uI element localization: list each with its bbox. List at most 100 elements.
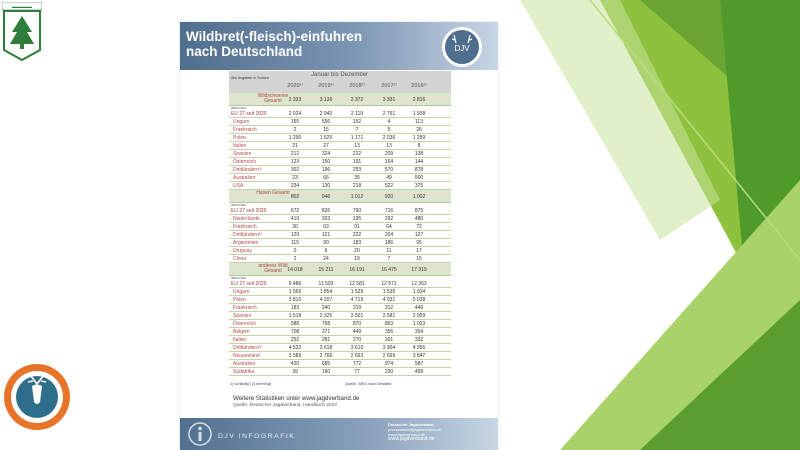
table-cell: 183 xyxy=(352,239,362,246)
table-cell: 152 xyxy=(352,118,362,125)
footer-label: DJV INFOGRAFIK xyxy=(218,433,296,440)
table-cell: 4 207 xyxy=(319,296,333,303)
table-row: Spanien 1 518 2 325 2 501 2 581 2 059 xyxy=(229,312,451,320)
table-row: EU 27 seit 2020 672 826 790 716 875 xyxy=(229,207,451,215)
table-cell: 66 xyxy=(323,174,329,181)
subheading-row: davon aus: xyxy=(229,203,451,207)
table-cell: 230 xyxy=(384,368,394,375)
table-cell: 186 xyxy=(384,239,394,246)
table-cell: 878 xyxy=(414,166,424,173)
table-cell: 144 xyxy=(414,158,424,165)
table-row: Australien 23 66 35 49 500 xyxy=(229,174,451,182)
table-cell: 11 xyxy=(386,247,392,254)
table-cell: 2 xyxy=(293,255,297,262)
table-cell: 252 xyxy=(290,336,300,343)
row-label: Südafrika xyxy=(233,368,255,375)
table-row: Polen 3 810 4 207 4 719 4 931 5 038 xyxy=(229,296,451,304)
table-cell: 449 xyxy=(352,328,362,335)
row-label: Österreich xyxy=(233,158,257,165)
table-row: Südafrika 39 160 77 230 499 xyxy=(229,368,451,376)
row-label: Spanien xyxy=(233,150,252,157)
more-stats-link[interactable]: Weitere Statistiken unter www.jagdverban… xyxy=(233,395,360,402)
table-cell: 685 xyxy=(321,360,331,367)
table-cell: 4 532 xyxy=(288,344,302,351)
table-cell: 138 xyxy=(414,150,424,157)
table-cell: 304 xyxy=(414,328,424,335)
row-label: Drittländern³⁾ xyxy=(233,231,262,238)
table-row: Österreich 588 768 870 863 1 023 xyxy=(229,320,451,328)
table-cell: 2 325 xyxy=(319,312,333,319)
table-cell: 302 xyxy=(290,166,300,173)
table-cell: 19 xyxy=(354,255,360,262)
table-cell: 1 535 xyxy=(382,288,396,295)
table-cell: 127 xyxy=(414,231,424,238)
row-label: EU 27 seit 2020 xyxy=(231,280,267,287)
hunting-society-seal-icon xyxy=(4,364,70,430)
table-cell: 2 766 xyxy=(319,352,333,359)
table-cell: 790 xyxy=(352,207,362,214)
table-cell: 212 xyxy=(290,150,300,157)
table-cell: 281 xyxy=(321,336,331,343)
table-cell: 2 xyxy=(293,126,297,133)
table-cell: 2 816 xyxy=(412,96,426,103)
table-cell: 2 372 xyxy=(350,96,364,103)
table-cell: 4 xyxy=(387,118,391,125)
table-cell: 95 xyxy=(416,239,422,246)
table-cell: 49 xyxy=(386,174,392,181)
contact-web[interactable]: www.jagdverband.de xyxy=(388,436,435,442)
table-cell: 3 610 xyxy=(350,344,364,351)
table-cell: 212 xyxy=(352,150,362,157)
table-cell: 39 xyxy=(292,368,298,375)
table-cell: 3 618 xyxy=(319,344,333,351)
table-cell: 234 xyxy=(290,182,300,189)
table-cell: 123 xyxy=(290,158,300,165)
row-label: USA xyxy=(233,182,244,189)
period-label: Januar bis Dezember xyxy=(311,72,369,78)
table-cell: 420 xyxy=(290,360,300,367)
table-cell: 90 xyxy=(323,239,329,246)
table-cell: 5 038 xyxy=(412,296,426,303)
table-cell: 2 024 xyxy=(288,110,302,117)
table-cell: 209 xyxy=(384,150,394,157)
table-cell: 2 119 xyxy=(350,110,364,117)
year-header: 2016²⁾ xyxy=(411,83,427,89)
table-cell: 3 589 xyxy=(288,352,302,359)
table-cell: 150 xyxy=(321,158,331,165)
table-cell: 35 xyxy=(354,174,360,181)
table-cell: 588 xyxy=(290,320,300,327)
table-cell: 2 940 xyxy=(319,110,333,117)
table-cell: 16 191 xyxy=(349,266,365,273)
table-cell: 9 486 xyxy=(288,280,302,287)
table-cell: 164 xyxy=(384,158,394,165)
table-cell: 12 571 xyxy=(381,280,397,287)
data-source-note: Quelle: WEG nach Destatis xyxy=(345,382,392,386)
table-cell: 570 xyxy=(384,166,394,173)
table-row: Italien 21 27 13 13 8 xyxy=(229,142,451,150)
table-cell: 802 xyxy=(290,193,300,200)
contact-org: Deutscher Jagdverband xyxy=(388,422,434,427)
table-cell: 2 059 xyxy=(412,312,426,319)
table-cell: 7 xyxy=(355,126,359,133)
table-row: Argentinien 115 90 183 186 95 xyxy=(229,239,451,247)
row-label: Spanien xyxy=(233,312,252,319)
table-row: Frankreich 2 15 7 5 26 xyxy=(229,126,451,134)
contact-mail: pressestelle@jagdverband.de xyxy=(388,427,441,432)
table-cell: 522 xyxy=(384,182,394,189)
total-row: anderes Wild Gesamt 14 018 15 211 16 191 16 … xyxy=(229,263,451,276)
table-cell: 63 xyxy=(323,223,329,230)
table-cell: 160 xyxy=(321,368,331,375)
table-cell: 312 xyxy=(384,304,394,311)
year-header: 2020¹⁾ xyxy=(287,83,303,89)
table-cell: 3 810 xyxy=(288,296,302,303)
table-cell: 64 xyxy=(386,223,392,230)
table-cell: 27 xyxy=(323,142,329,149)
table-cell: 303 xyxy=(321,215,331,222)
table-cell: 240 xyxy=(321,304,331,311)
table-cell: 13 xyxy=(386,142,392,149)
table-cell: 499 xyxy=(414,368,424,375)
table-cell: 1 023 xyxy=(412,320,426,327)
total-row: Wildschweine Gesamt 2 333 3 136 2 372 3 331 2… xyxy=(229,93,451,106)
table-cell: 12 363 xyxy=(411,280,427,287)
table-row: Polen 1 290 1 525 1 171 2 036 1 289 xyxy=(229,134,451,142)
row-label: davon aus: xyxy=(231,203,247,207)
